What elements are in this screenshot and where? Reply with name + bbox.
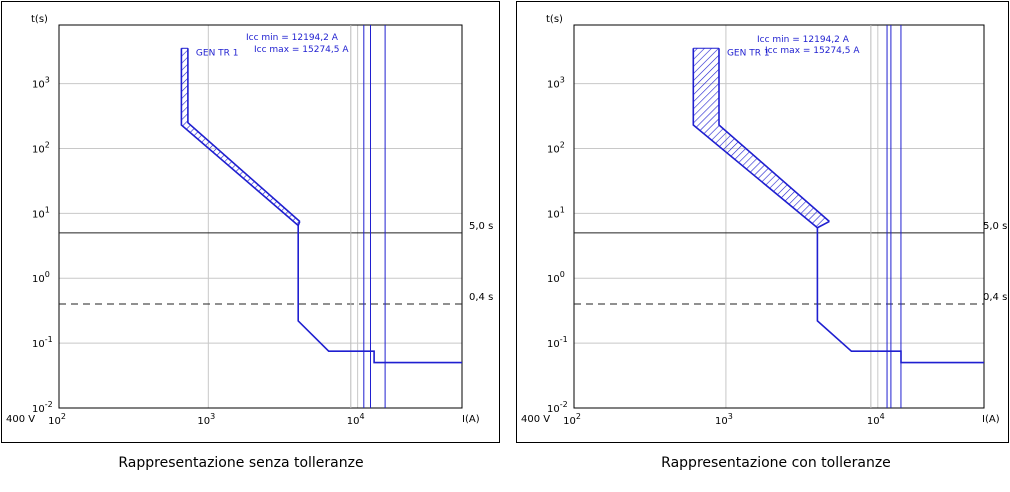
y-axis-label: t(s) xyxy=(546,14,563,25)
curve-band-end xyxy=(816,220,830,229)
reference-line-label: 5,0 s xyxy=(983,221,1007,232)
caption-con-tolleranze: Rappresentazione con tolleranze xyxy=(661,455,891,471)
y-tick-label: 10-1 xyxy=(32,335,53,350)
reference-line-label: 0,4 s xyxy=(469,292,493,303)
voltage-label: 400 V xyxy=(521,414,550,425)
chart-senza-tolleranze: 5,0 s 0,4 s GEN TR 1 Icc min = 12194,2 A Icc… xyxy=(1,1,500,443)
y-tick-label: 102 xyxy=(547,140,565,155)
x-axis-label: I(A) xyxy=(462,414,480,425)
y-axis-label: t(s) xyxy=(31,14,48,25)
caption-senza-tolleranze: Rappresentazione senza tolleranze xyxy=(118,455,364,471)
chart-con-tolleranze: 5,0 s 0,4 s GEN TR 1 Icc min = 12194,2 A Icc… xyxy=(516,1,1009,443)
tolerance-band xyxy=(181,48,300,226)
y-tick-label: 10-2 xyxy=(547,400,568,415)
tolerance-band xyxy=(693,48,830,228)
curve-upper xyxy=(187,48,301,223)
icc-annotation: Icc min = 12194,2 A xyxy=(246,33,339,43)
y-tick-label: 100 xyxy=(32,270,50,285)
chart-plot-con-tolleranze: 5,0 s 0,4 s GEN TR 1 Icc min = 12194,2 AIcc… xyxy=(521,14,1007,427)
y-tick-label: 101 xyxy=(32,205,50,220)
y-tick-label: 101 xyxy=(547,205,565,220)
plot-frame xyxy=(573,24,985,409)
x-tick-label: 104 xyxy=(867,412,885,427)
voltage-label: 400 V xyxy=(6,414,35,425)
x-tick-label: 103 xyxy=(197,412,215,427)
series-name: GEN TR 1 xyxy=(196,48,239,58)
reference-line-label: 5,0 s xyxy=(469,221,493,232)
plot-frame xyxy=(58,24,463,409)
y-tick-label: 100 xyxy=(547,270,565,285)
y-tick-label: 10-1 xyxy=(547,335,568,350)
y-tick-label: 102 xyxy=(32,140,50,155)
series-name: GEN TR 1 xyxy=(727,48,770,58)
x-tick-label: 104 xyxy=(347,412,365,427)
curve-upper xyxy=(718,48,830,223)
icc-annotation: Icc max = 15274,5 A xyxy=(765,46,860,56)
curve-lower xyxy=(180,48,462,364)
curve-lower xyxy=(692,48,984,364)
icc-annotation: Icc min = 12194,2 A xyxy=(757,35,850,45)
x-tick-label: 102 xyxy=(48,412,66,427)
x-tick-label: 102 xyxy=(563,412,581,427)
reference-line-label: 0,4 s xyxy=(983,292,1007,303)
x-axis-label: I(A) xyxy=(982,414,1000,425)
y-tick-label: 103 xyxy=(32,76,50,91)
y-tick-label: 103 xyxy=(547,76,565,91)
chart-plot-senza-tolleranze: 5,0 s 0,4 s GEN TR 1 Icc min = 12194,2 A Icc… xyxy=(6,14,493,427)
x-tick-label: 103 xyxy=(715,412,733,427)
icc-annotation: Icc max = 15274,5 A xyxy=(254,45,349,55)
y-tick-label: 10-2 xyxy=(32,400,53,415)
